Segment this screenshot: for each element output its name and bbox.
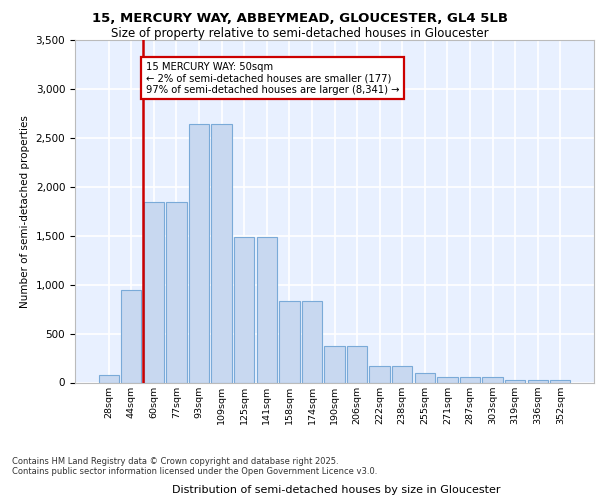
Bar <box>415 372 435 382</box>
Text: Contains public sector information licensed under the Open Government Licence v3: Contains public sector information licen… <box>12 467 377 476</box>
Y-axis label: Number of semi-detached properties: Number of semi-detached properties <box>20 115 30 308</box>
Bar <box>347 346 367 383</box>
Bar <box>325 346 344 383</box>
Bar <box>392 366 412 382</box>
Bar <box>166 202 187 382</box>
Bar <box>257 236 277 382</box>
Bar <box>234 236 254 382</box>
Bar <box>482 377 503 382</box>
Text: Distribution of semi-detached houses by size in Gloucester: Distribution of semi-detached houses by … <box>172 485 500 495</box>
Text: 15 MERCURY WAY: 50sqm
← 2% of semi-detached houses are smaller (177)
97% of semi: 15 MERCURY WAY: 50sqm ← 2% of semi-detac… <box>146 62 400 94</box>
Bar <box>370 366 390 382</box>
Bar <box>505 380 525 382</box>
Bar <box>189 124 209 382</box>
Bar <box>144 202 164 382</box>
Bar <box>302 302 322 382</box>
Bar <box>98 374 119 382</box>
Bar <box>527 380 548 382</box>
Text: Size of property relative to semi-detached houses in Gloucester: Size of property relative to semi-detach… <box>111 28 489 40</box>
Bar <box>211 124 232 382</box>
Text: Contains HM Land Registry data © Crown copyright and database right 2025.: Contains HM Land Registry data © Crown c… <box>12 457 338 466</box>
Bar <box>437 376 458 382</box>
Bar <box>279 302 299 382</box>
Text: 15, MERCURY WAY, ABBEYMEAD, GLOUCESTER, GL4 5LB: 15, MERCURY WAY, ABBEYMEAD, GLOUCESTER, … <box>92 12 508 26</box>
Bar <box>121 290 142 382</box>
Bar <box>550 380 571 382</box>
Bar <box>460 377 480 382</box>
